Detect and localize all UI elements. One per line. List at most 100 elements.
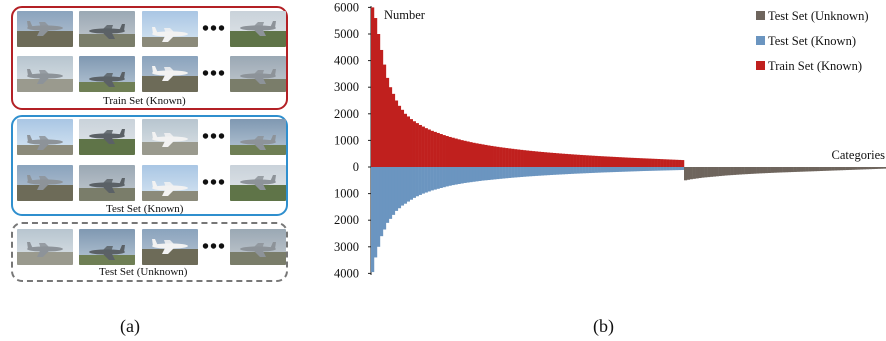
bar-test-unknown xyxy=(686,167,691,180)
bar-test-known xyxy=(397,167,402,209)
ellipsis-more-images: ••• xyxy=(201,18,226,40)
bar-test-known xyxy=(385,167,390,223)
bar-test-unknown xyxy=(868,167,872,170)
bar-test-known xyxy=(490,167,494,180)
bar-train-known xyxy=(490,145,494,167)
bar-test-known xyxy=(582,167,586,174)
bar-train-known xyxy=(675,159,679,167)
bar-test-known xyxy=(549,167,554,175)
bar-test-known xyxy=(526,167,530,177)
y-tick-label: 3000 xyxy=(334,80,359,94)
bar-train-known xyxy=(484,144,488,167)
bar-train-known xyxy=(463,140,467,167)
ellipsis-more-images: ••• xyxy=(201,236,226,258)
bar-train-known xyxy=(472,142,476,167)
bar-test-known xyxy=(454,167,458,185)
bar-test-unknown xyxy=(836,167,841,171)
bar-train-known xyxy=(582,155,586,167)
bar-train-known xyxy=(612,156,616,167)
bar-test-known xyxy=(546,167,551,176)
bar-test-unknown xyxy=(715,167,719,177)
bar-test-known xyxy=(403,167,408,204)
aircraft-photo xyxy=(17,229,73,265)
bar-test-unknown xyxy=(773,167,777,173)
bar-test-known xyxy=(427,167,431,192)
bar-test-known xyxy=(630,167,634,172)
aircraft-photo xyxy=(142,165,198,201)
aircraft-photo xyxy=(79,229,135,265)
bar-train-known xyxy=(448,136,452,167)
bar-train-known xyxy=(537,151,542,167)
bar-train-known xyxy=(549,152,554,167)
bar-train-known xyxy=(502,147,506,167)
bar-test-known xyxy=(534,167,539,176)
bar-test-known xyxy=(618,167,622,172)
bar-train-known xyxy=(493,146,497,167)
ellipsis-more-images: ••• xyxy=(201,172,226,194)
bar-train-known xyxy=(487,145,491,167)
bar-test-unknown xyxy=(839,167,843,171)
aircraft-photo xyxy=(230,119,286,155)
bar-test-known xyxy=(484,167,488,181)
bar-test-unknown xyxy=(813,167,817,172)
bar-test-unknown xyxy=(880,167,884,169)
bar-test-known xyxy=(412,167,416,198)
bar-test-unknown xyxy=(764,167,768,174)
bar-test-unknown xyxy=(759,167,763,174)
bar-test-known xyxy=(537,167,542,176)
bar-test-known xyxy=(469,167,473,183)
bar-test-unknown xyxy=(738,167,742,175)
bar-train-known xyxy=(588,155,592,167)
bar-test-known xyxy=(570,167,574,174)
bar-train-known xyxy=(400,109,405,167)
bar-train-known xyxy=(654,158,658,167)
bar-train-known xyxy=(540,151,545,167)
bar-test-known xyxy=(651,167,655,171)
bar-test-known xyxy=(675,167,679,171)
bar-train-known xyxy=(657,158,661,167)
bar-train-known xyxy=(412,121,416,167)
bar-train-known xyxy=(508,148,512,167)
aircraft-photo xyxy=(230,56,286,92)
bar-train-known xyxy=(528,150,533,167)
bar-train-known xyxy=(430,130,434,167)
bar-test-unknown xyxy=(701,167,705,178)
bar-test-unknown xyxy=(790,167,794,173)
bar-test-unknown xyxy=(756,167,760,174)
bar-test-unknown xyxy=(787,167,792,173)
legend-swatch xyxy=(756,61,765,70)
bar-train-known xyxy=(663,159,667,167)
bar-test-known xyxy=(457,167,461,185)
bar-test-known xyxy=(517,167,521,178)
bar-test-known xyxy=(540,167,545,176)
bar-test-known xyxy=(672,167,676,171)
bar-train-known xyxy=(573,154,577,167)
bar-test-known xyxy=(433,167,437,190)
y-tick-label: 3000 xyxy=(334,240,359,254)
bar-test-known xyxy=(481,167,485,181)
bar-test-known xyxy=(511,167,515,178)
aircraft-photo xyxy=(142,11,198,47)
bar-test-known xyxy=(648,167,652,171)
bar-test-known xyxy=(463,167,467,183)
bar-train-known xyxy=(591,155,595,167)
bar-test-unknown xyxy=(753,167,757,174)
bar-test-unknown xyxy=(828,167,832,171)
bar-test-known xyxy=(430,167,434,191)
bar-test-unknown xyxy=(712,167,716,177)
bar-test-known xyxy=(523,167,527,177)
bar-test-unknown xyxy=(810,167,815,172)
bar-train-known xyxy=(454,138,458,167)
bar-test-unknown xyxy=(698,167,702,179)
subfigure-b-label: (b) xyxy=(593,316,614,336)
bar-test-known xyxy=(579,167,583,174)
bar-test-unknown xyxy=(741,167,745,175)
bar-test-known xyxy=(376,167,381,247)
bar-test-known xyxy=(561,167,566,175)
bar-train-known xyxy=(514,149,518,167)
y-tick-label: 6000 xyxy=(334,0,359,14)
bar-train-known xyxy=(648,158,652,167)
bar-train-known xyxy=(397,105,402,167)
bar-test-known xyxy=(406,167,410,202)
